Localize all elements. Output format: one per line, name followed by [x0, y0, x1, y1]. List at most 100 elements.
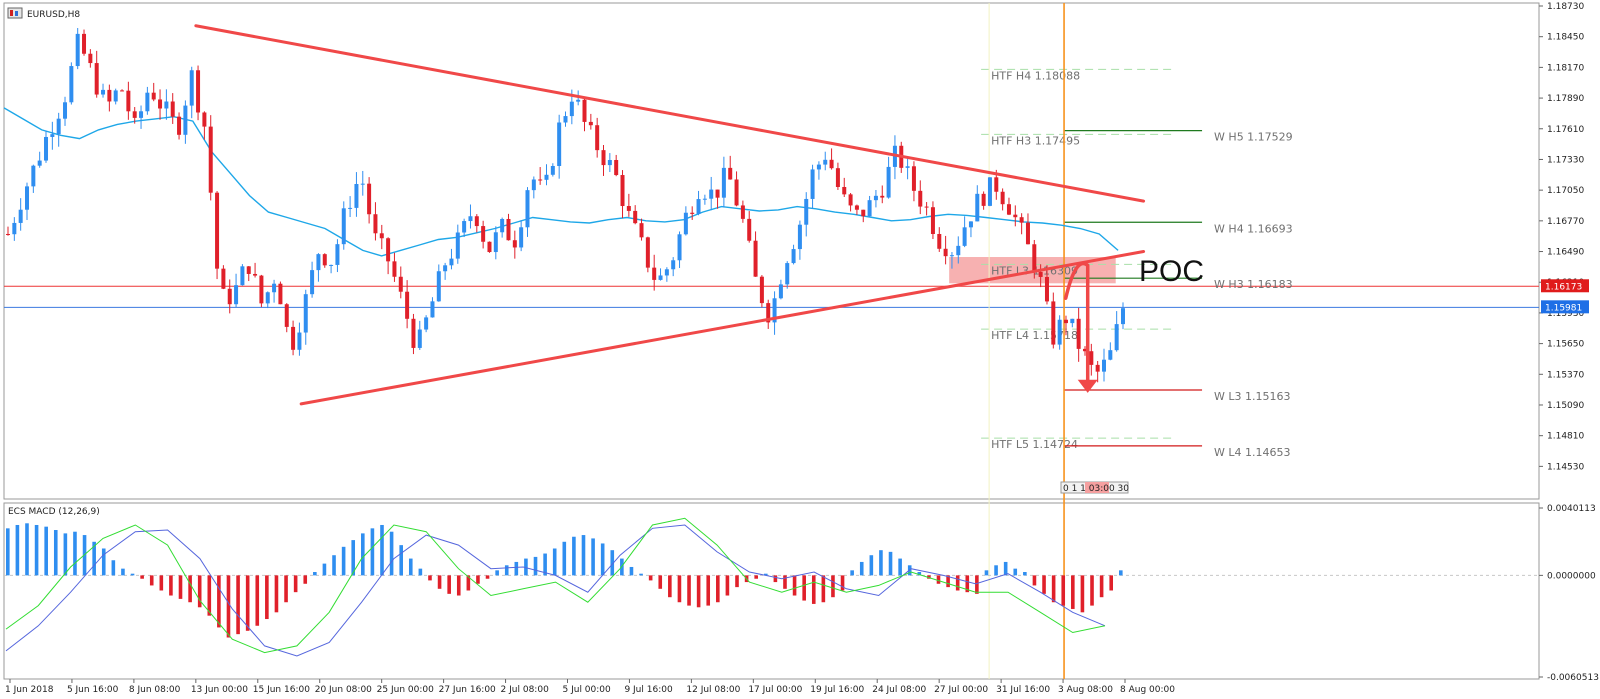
time-tick-label: 8 Aug 00:00 — [1120, 685, 1175, 695]
chart-title: EURUSD,H8 — [27, 10, 80, 20]
bear-candle — [6, 233, 10, 235]
bear-candle — [367, 183, 372, 215]
bear-candle — [740, 205, 745, 219]
macd-hist-bar-negative — [936, 575, 941, 584]
bear-candle — [392, 261, 397, 277]
macd-hist-bar-negative — [274, 575, 279, 613]
bear-candle — [1095, 364, 1100, 372]
macd-hist-bar-negative — [236, 575, 240, 635]
weekly-level-label: W L3 1.15163 — [1214, 390, 1290, 403]
bull-candle — [310, 270, 315, 295]
timescale-box-label: 0 1 1 03:00 30 — [1063, 484, 1129, 494]
bear-candle — [1063, 319, 1068, 324]
bear-candle — [595, 125, 600, 151]
bull-candle — [576, 99, 581, 102]
bull-candle — [240, 266, 245, 286]
macd-hist-bar-negative — [428, 575, 432, 581]
time-tick-label: 24 Jul 08:00 — [872, 685, 926, 695]
macd-hist-bar-negative — [658, 575, 663, 589]
bear-candle — [759, 276, 764, 304]
macd-hist-bar-positive — [610, 550, 615, 576]
bull-candle — [316, 254, 321, 271]
macd-hist-bar-positive — [121, 568, 125, 576]
macd-hist-bar-negative — [840, 575, 845, 591]
macd-hist-bar-negative — [456, 575, 461, 596]
chart-window-icon-bar — [10, 10, 13, 16]
macd-hist-bar-positive — [389, 531, 394, 576]
bull-candle — [348, 207, 353, 209]
macd-hist-bar-negative — [696, 575, 701, 608]
macd-hist-bar-negative — [821, 575, 826, 603]
timescale-box-highlight — [1085, 482, 1109, 493]
macd-hist-bar-positive — [869, 555, 874, 576]
bull-candle — [113, 90, 118, 102]
bull-candle — [791, 249, 796, 264]
macd-hist-bar-negative — [965, 575, 970, 593]
weekly-level-label: W H5 1.17529 — [1214, 131, 1293, 144]
bear-candle — [1038, 271, 1043, 277]
macd-hist-bar-negative — [437, 575, 442, 589]
macd-hist-bar-negative — [476, 575, 480, 584]
bear-candle — [398, 276, 403, 292]
main-chart-frame — [3, 2, 1540, 500]
projection-arrow-shaft — [1063, 261, 1090, 386]
macd-hist-bar-positive — [888, 551, 893, 576]
macd-hist-bar-positive — [879, 550, 883, 576]
bear-candle — [1082, 348, 1087, 352]
bear-candle — [373, 214, 378, 234]
time-tick-label: 5 Jun 16:00 — [67, 685, 119, 695]
macd-hist-bar-negative — [1061, 575, 1066, 606]
macd-hist-bar-negative — [284, 575, 288, 603]
macd-hist-bar-negative — [1109, 575, 1114, 591]
bear-candle — [1019, 217, 1024, 223]
macd-hist-bar-positive — [399, 545, 403, 576]
macd-layer: 0.0040113 0.0000000 -0.0060513 — [4, 504, 1599, 683]
bear-candle — [937, 234, 942, 249]
bull-candle — [671, 260, 676, 270]
indicator-title: ECS MACD (12,26,9) — [8, 507, 100, 517]
macd-hist-bar-negative — [245, 575, 250, 631]
bear-candle — [620, 175, 625, 207]
poc-arrow-layer — [1063, 261, 1098, 393]
price-axis-layer: 1.18730 1.18450 1.18170 1.17890 1.17610 1.173… — [1539, 2, 1589, 472]
timescale-box: 0 1 1 03:00 30 — [1060, 481, 1129, 494]
bull-candle — [18, 209, 23, 223]
bear-candle — [405, 291, 410, 319]
bull-candle — [823, 159, 828, 165]
time-tick-label: 12 Jul 08:00 — [686, 685, 740, 695]
time-tick-label: 2 Jul 08:00 — [501, 685, 550, 695]
bull-candle — [702, 198, 707, 200]
bear-candle — [88, 53, 93, 64]
macd-hist-bar-positive — [370, 528, 375, 576]
bull-candle — [531, 179, 536, 191]
macd-tick-label: 0.0040113 — [1547, 504, 1596, 514]
macd-hist-bar-positive — [1023, 572, 1027, 576]
bull-candle — [1101, 359, 1106, 372]
bear-candle — [177, 116, 182, 135]
time-tick-label: 20 Jun 08:00 — [315, 685, 372, 695]
bear-candle — [1000, 191, 1005, 205]
macd-hist-bar-positive — [101, 548, 106, 576]
bull-candle — [354, 184, 359, 208]
bear-candle — [291, 326, 296, 350]
bear-candle — [728, 167, 733, 180]
bear-candle — [474, 216, 479, 227]
bear-candle — [981, 193, 986, 206]
bear-candle — [1076, 318, 1081, 349]
bear-candle — [753, 240, 758, 277]
bear-candle — [411, 318, 416, 348]
macd-hist-bar-positive — [629, 566, 634, 576]
bull-candle — [785, 263, 790, 285]
bull-candle — [956, 245, 961, 256]
bear-candle — [1025, 222, 1030, 245]
price-tag-label: 1.16173 — [1545, 282, 1582, 292]
bear-candle — [132, 111, 137, 118]
macd-hist-bar-positive — [984, 570, 989, 576]
bear-candle — [614, 159, 619, 176]
macd-hist-bar-positive — [917, 572, 922, 576]
bear-candle — [861, 209, 866, 217]
bear-candle — [734, 179, 739, 206]
bull-candle — [424, 317, 429, 330]
bull-candle — [1108, 350, 1113, 360]
macd-hist-bar-negative — [303, 575, 308, 584]
